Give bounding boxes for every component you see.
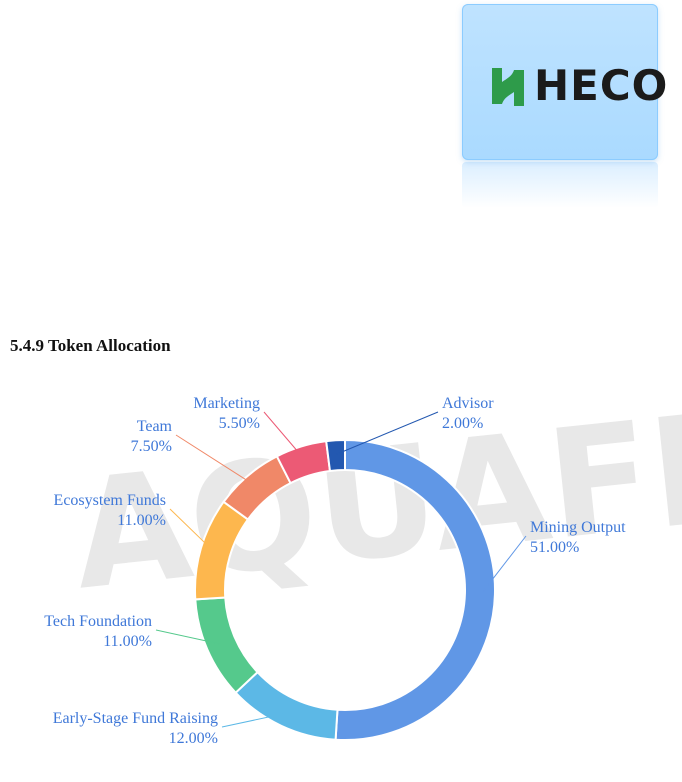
value-advisor: 2.00%	[442, 415, 483, 432]
slice-tech-foundation	[194, 596, 259, 695]
heco-logo-text: HECO	[534, 61, 669, 110]
leader-marketing	[263, 411, 306, 461]
leader-early-stage-fund-raising	[221, 712, 288, 728]
section-title: 5.4.9 Token Allocation	[10, 336, 171, 355]
leader-team	[175, 434, 257, 488]
label-marketing: Marketing	[193, 395, 260, 412]
leader-tech-foundation	[155, 629, 221, 645]
label-early-stage-fund-raising: Early-Stage Fund Raising	[53, 710, 218, 727]
value-mining-output: 51.00%	[530, 539, 579, 556]
value-tech-foundation: 11.00%	[103, 633, 152, 650]
heco-logo-icon	[492, 68, 524, 106]
value-ecosystem-funds: 11.00%	[117, 512, 166, 529]
label-advisor: Advisor	[442, 395, 494, 412]
slice-advisor	[325, 438, 346, 473]
value-marketing: 5.50%	[219, 415, 260, 432]
leader-advisor	[336, 411, 439, 455]
logo-reflection	[462, 162, 658, 208]
label-ecosystem-funds: Ecosystem Funds	[54, 492, 166, 509]
value-early-stage-fund-raising: 12.00%	[169, 730, 218, 747]
leader-ecosystem-funds	[169, 508, 215, 553]
slice-early-stage-fund-raising	[234, 670, 339, 741]
label-tech-foundation: Tech Foundation	[44, 613, 152, 630]
label-mining-output: Mining Output	[530, 519, 626, 536]
value-team: 7.50%	[131, 438, 172, 455]
leader-mining-output	[480, 535, 527, 595]
label-team: Team	[137, 418, 173, 435]
slice-mining-output	[334, 438, 496, 741]
heco-logo-card: HECO	[462, 4, 667, 160]
